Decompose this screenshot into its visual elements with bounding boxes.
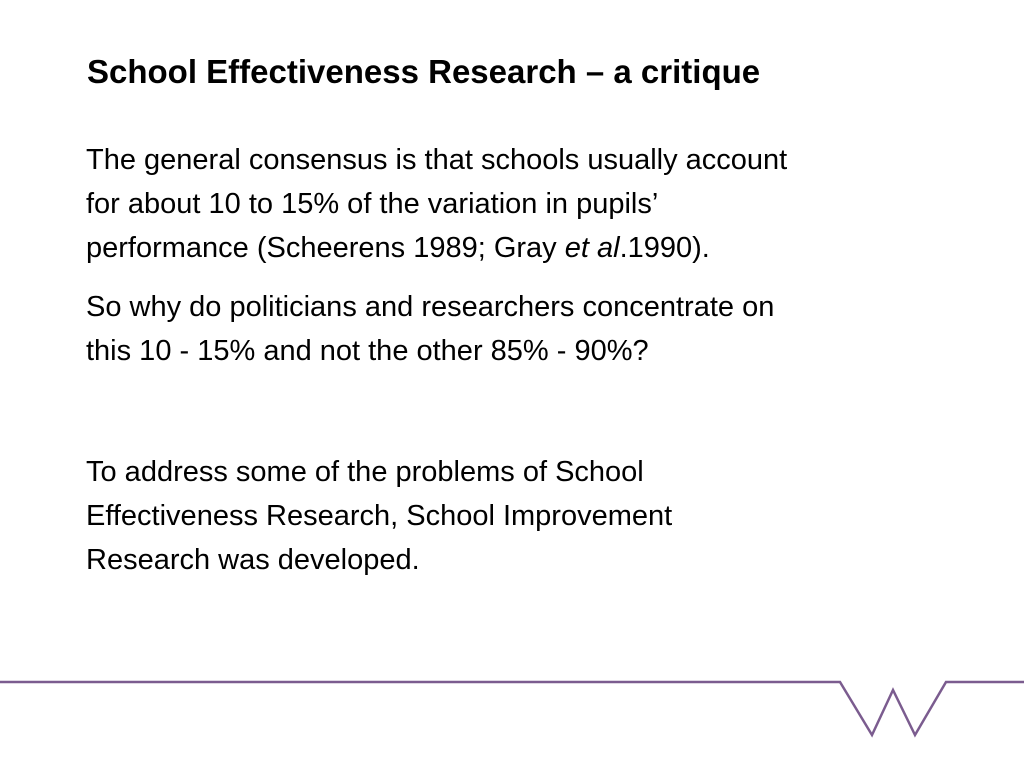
paragraph-line: this 10 - 15% and not the other 85% - 90… [86,335,649,367]
citation-text-start: performance (Scheerens 1989; Gray [86,232,565,264]
paragraph-line: To address some of the problems of Schoo… [86,456,644,488]
paragraph-consensus: The general consensus is that schools us… [86,138,986,270]
citation-et-al: et al [564,232,620,264]
paragraph-question: So why do politicians and researchers co… [86,285,986,373]
paragraph-school-improvement: To address some of the problems of Schoo… [86,450,986,582]
paragraph-line: The general consensus is that schools us… [86,144,788,176]
paragraph-line-citation: performance (Scheerens 1989; Gray et al.… [86,226,986,270]
footer-decoration [0,680,1024,738]
citation-text-end: .1990). [619,232,710,264]
paragraph-line: for about 10 to 15% of the variation in … [86,188,659,220]
paragraph-line: Research was developed. [86,544,420,576]
paragraph-line: Effectiveness Research, School Improveme… [86,500,673,532]
paragraph-line: So why do politicians and researchers co… [86,291,775,323]
footer-line-w-logo [0,680,1024,738]
slide-title: School Effectiveness Research – a critiq… [87,53,761,90]
